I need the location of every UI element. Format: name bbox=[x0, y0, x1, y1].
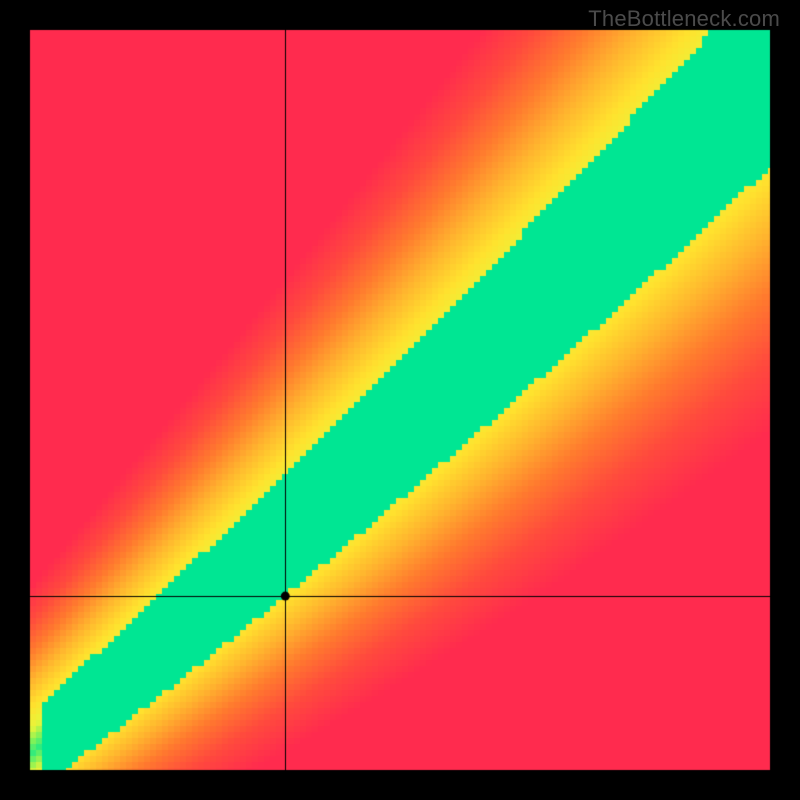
heatmap-canvas bbox=[0, 0, 800, 800]
chart-container: TheBottleneck.com bbox=[0, 0, 800, 800]
watermark-text: TheBottleneck.com bbox=[588, 6, 780, 32]
